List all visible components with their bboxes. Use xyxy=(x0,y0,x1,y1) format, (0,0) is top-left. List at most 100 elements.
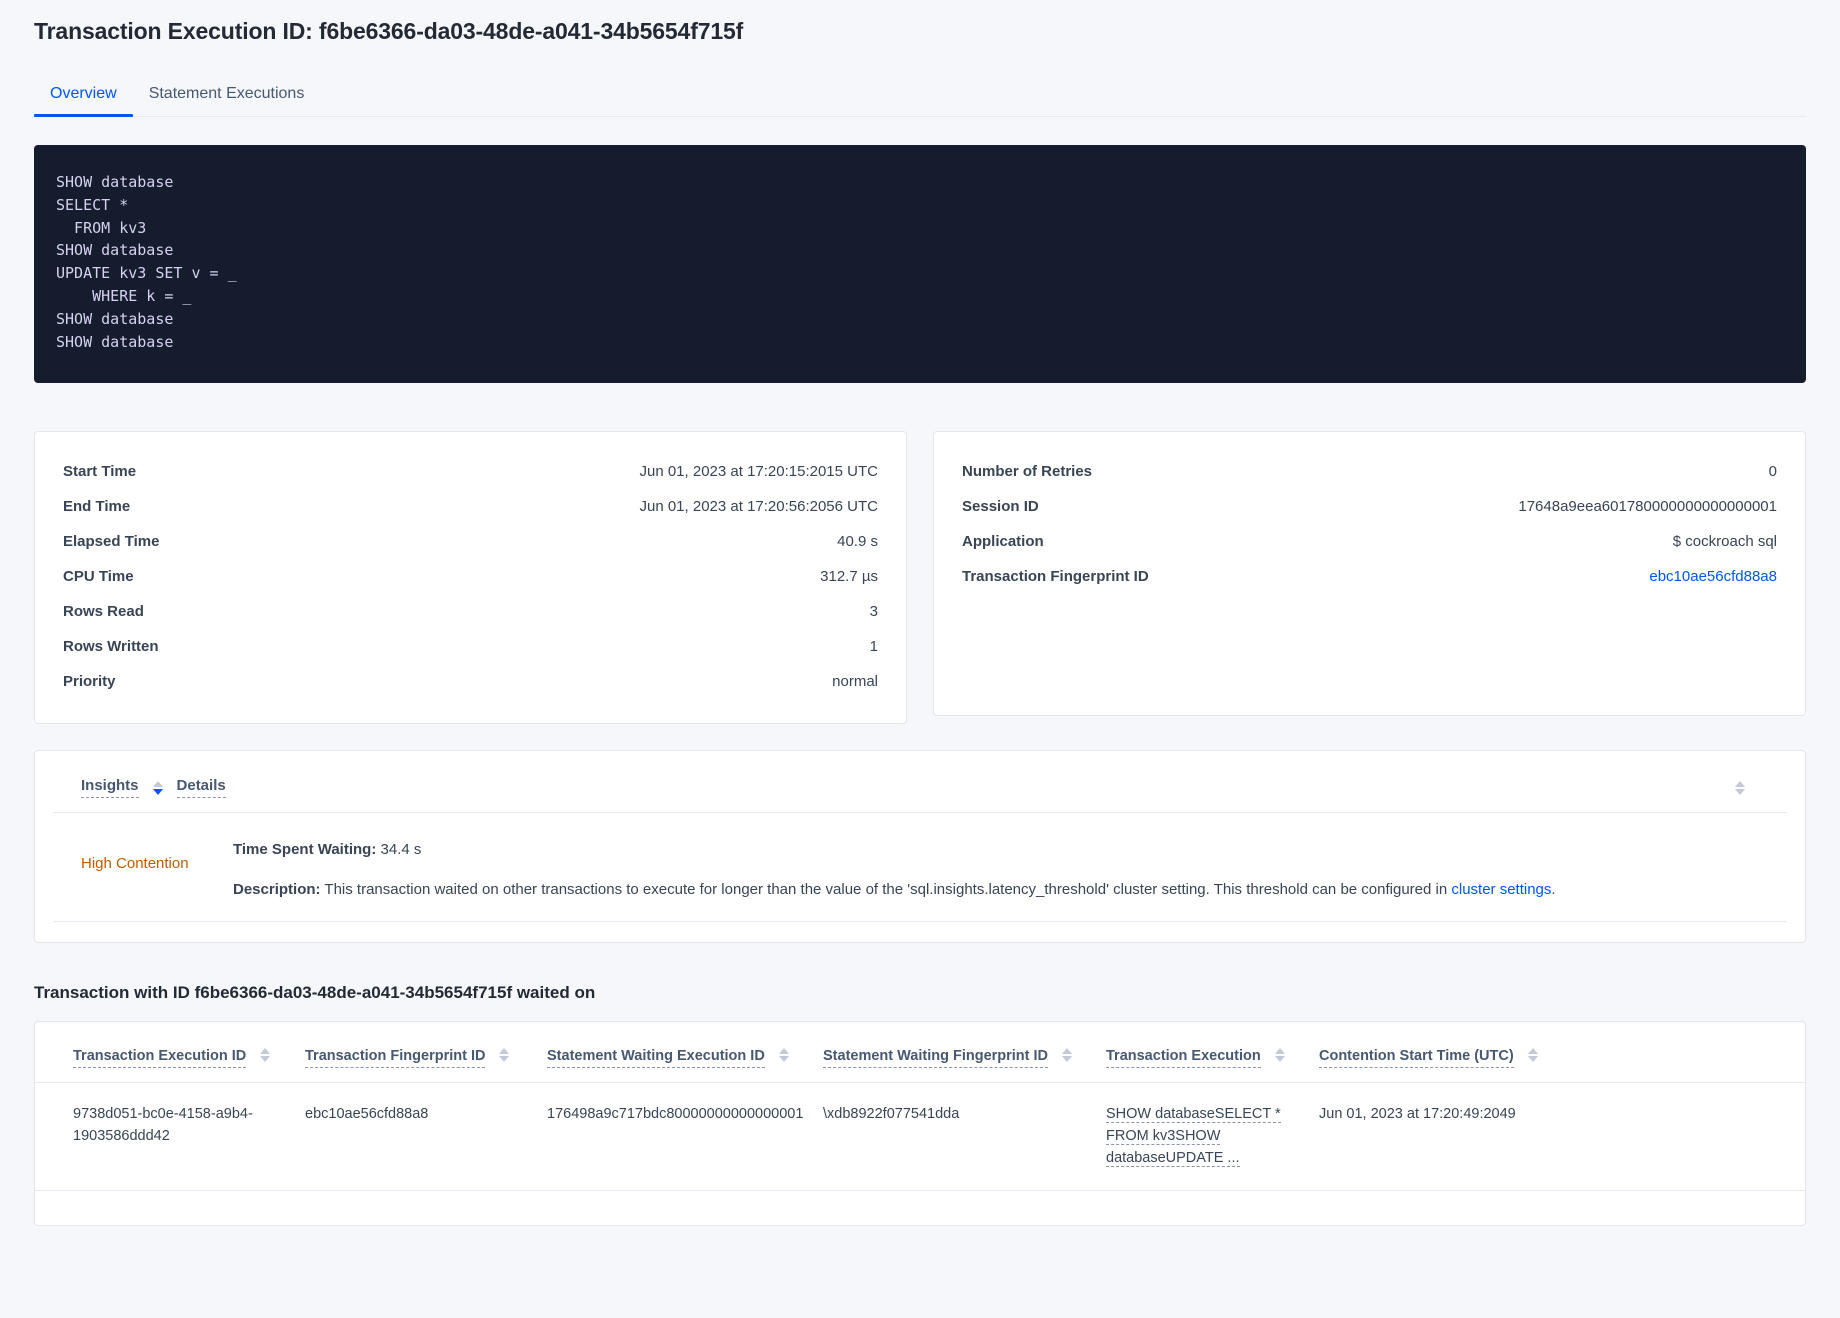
sort-desc-icon xyxy=(499,1055,510,1062)
insight-row: High Contention Time Spent Waiting: 34.4… xyxy=(53,813,1787,922)
detail-row: CPU Time 312.7 µs xyxy=(63,559,878,594)
transaction-session-card: Number of Retries 0 Session ID 17648a9ee… xyxy=(933,431,1806,716)
summary-cards-row: Start Time Jun 01, 2023 at 17:20:15:2015… xyxy=(34,431,1806,724)
sort-asc-icon xyxy=(1735,780,1745,787)
cluster-settings-link[interactable]: cluster settings xyxy=(1451,880,1552,898)
insight-name-high-contention[interactable]: High Contention xyxy=(81,855,189,872)
waited-on-section-title: Transaction with ID f6be6366-da03-48de-a… xyxy=(34,982,596,1002)
detail-value: Jun 01, 2023 at 17:20:15:2015 UTC xyxy=(639,463,878,480)
detail-label: Session ID xyxy=(962,498,1039,515)
detail-label: Application xyxy=(962,533,1044,550)
transaction-execution-line-2[interactable]: FROM kv3SHOW xyxy=(1106,1127,1221,1145)
insights-column-header[interactable]: Insights xyxy=(81,777,139,798)
sort-desc-icon xyxy=(1274,1055,1285,1062)
cell-transaction-execution[interactable]: SHOW databaseSELECT * FROM kv3SHOW datab… xyxy=(1106,1103,1319,1170)
transaction-execution-line-3[interactable]: databaseUPDATE ... xyxy=(1106,1150,1240,1168)
cell-statement-waiting-execution-id: 176498a9c717bdc80000000000000001 xyxy=(547,1105,804,1122)
detail-label: End Time xyxy=(63,498,131,515)
detail-label: Transaction Fingerprint ID xyxy=(962,568,1149,585)
page-title: Transaction Execution ID: f6be6366-da03-… xyxy=(34,18,744,44)
detail-row: End Time Jun 01, 2023 at 17:20:56:2056 U… xyxy=(63,489,878,524)
tab-overview-label: Overview xyxy=(50,85,117,102)
th-contention-start-time[interactable]: Contention Start Time (UTC) xyxy=(1319,1047,1579,1068)
detail-label: Elapsed Time xyxy=(63,533,160,550)
detail-value: 3 xyxy=(869,603,878,620)
column-header-label: Transaction Fingerprint ID xyxy=(305,1048,486,1068)
waited-on-table: Transaction Execution ID Transaction Fin… xyxy=(34,1020,1806,1226)
sort-arrows-icon[interactable] xyxy=(1062,1047,1073,1062)
cell-transaction-execution-id: 9738d051-bc0e-4158-a9b4-1903586ddd42 xyxy=(73,1105,253,1144)
sort-asc-icon xyxy=(1527,1047,1538,1054)
th-statement-waiting-fingerprint-id[interactable]: Statement Waiting Fingerprint ID xyxy=(823,1047,1106,1068)
sort-arrows-icon[interactable] xyxy=(778,1047,789,1062)
details-column-header[interactable]: Details xyxy=(176,777,226,798)
detail-value: 312.7 µs xyxy=(820,568,878,585)
sort-asc-icon xyxy=(499,1047,510,1054)
tab-statement-executions[interactable]: Statement Executions xyxy=(133,86,321,116)
sort-arrows-icon[interactable] xyxy=(499,1047,510,1062)
sort-arrows-icon[interactable] xyxy=(152,780,163,795)
cell-statement-waiting-fingerprint-id: \xdb8922f077541dda xyxy=(823,1105,960,1122)
cell-contention-start-time: Jun 01, 2023 at 17:20:49:2049 xyxy=(1319,1105,1516,1122)
th-transaction-execution-id[interactable]: Transaction Execution ID xyxy=(73,1047,305,1068)
table-row: 9738d051-bc0e-4158-a9b4-1903586ddd42 ebc… xyxy=(35,1083,1805,1191)
description-label: Description: xyxy=(233,880,321,898)
detail-value: 1 xyxy=(869,638,878,655)
sort-arrows-icon[interactable] xyxy=(1274,1047,1285,1062)
insights-card: Insights Details High Contention Time Sp… xyxy=(34,750,1806,943)
sort-asc-icon xyxy=(152,780,163,787)
sort-desc-icon xyxy=(1735,788,1745,795)
detail-label: Rows Written xyxy=(63,638,159,655)
th-statement-waiting-execution-id[interactable]: Statement Waiting Execution ID xyxy=(547,1047,823,1068)
tab-overview[interactable]: Overview xyxy=(34,85,133,117)
detail-label: Start Time xyxy=(63,463,137,480)
sort-desc-icon xyxy=(1062,1055,1073,1062)
transaction-execution-line-1[interactable]: SHOW databaseSELECT * xyxy=(1106,1105,1281,1123)
transaction-timing-card: Start Time Jun 01, 2023 at 17:20:15:2015… xyxy=(34,431,907,724)
time-spent-waiting-value: 34.4 s xyxy=(380,841,422,858)
detail-value: 40.9 s xyxy=(837,533,878,550)
detail-label: Rows Read xyxy=(63,603,144,620)
waited-on-table-header: Transaction Execution ID Transaction Fin… xyxy=(35,1022,1805,1083)
detail-value: 17648a9eea601780000000000000001 xyxy=(1518,498,1777,515)
description-tail: . xyxy=(1551,880,1556,898)
detail-label: Number of Retries xyxy=(962,463,1093,480)
detail-row: Session ID 17648a9eea6017800000000000000… xyxy=(962,489,1777,524)
sort-asc-icon xyxy=(260,1047,271,1054)
cell-transaction-fingerprint-id: ebc10ae56cfd88a8 xyxy=(305,1105,429,1122)
column-header-label: Contention Start Time (UTC) xyxy=(1319,1048,1514,1068)
column-header-label: Transaction Execution ID xyxy=(73,1048,247,1068)
insight-time-spent-waiting: Time Spent Waiting: 34.4 s xyxy=(233,835,1759,875)
detail-label: Priority xyxy=(63,673,116,690)
detail-row: Rows Read 3 xyxy=(63,594,878,629)
column-header-label: Statement Waiting Fingerprint ID xyxy=(823,1048,1049,1068)
tab-bar: Overview Statement Executions xyxy=(34,67,1806,117)
tab-statement-executions-label: Statement Executions xyxy=(148,85,305,102)
sort-arrows-icon[interactable] xyxy=(1527,1047,1538,1062)
detail-value: normal xyxy=(832,673,878,690)
insights-table-header: Insights Details xyxy=(53,751,1787,813)
sort-desc-icon xyxy=(260,1055,271,1062)
transaction-fingerprint-id-link[interactable]: ebc10ae56cfd88a8 xyxy=(1649,568,1777,585)
detail-row: Elapsed Time 40.9 s xyxy=(63,524,878,559)
sort-asc-icon xyxy=(778,1047,789,1054)
th-transaction-execution[interactable]: Transaction Execution xyxy=(1106,1047,1319,1068)
sort-desc-icon xyxy=(1527,1055,1538,1062)
sort-asc-icon xyxy=(1274,1047,1285,1054)
sort-desc-icon xyxy=(152,788,163,795)
sort-arrows-icon-right[interactable] xyxy=(1735,780,1745,795)
detail-label: CPU Time xyxy=(63,568,134,585)
sort-asc-icon xyxy=(1062,1047,1073,1054)
th-transaction-fingerprint-id[interactable]: Transaction Fingerprint ID xyxy=(305,1047,547,1068)
sort-arrows-icon[interactable] xyxy=(260,1047,271,1062)
column-header-label: Transaction Execution xyxy=(1106,1048,1261,1068)
detail-row: Start Time Jun 01, 2023 at 17:20:15:2015… xyxy=(63,454,878,489)
sort-desc-icon xyxy=(778,1055,789,1062)
detail-row: Application $ cockroach sql xyxy=(962,524,1777,559)
insight-description: Description: This transaction waited on … xyxy=(233,875,1759,915)
detail-row: Transaction Fingerprint ID ebc10ae56cfd8… xyxy=(962,559,1777,594)
column-header-label: Statement Waiting Execution ID xyxy=(547,1048,765,1068)
description-text: This transaction waited on other transac… xyxy=(324,880,1452,898)
time-spent-waiting-label: Time Spent Waiting: xyxy=(233,841,377,858)
